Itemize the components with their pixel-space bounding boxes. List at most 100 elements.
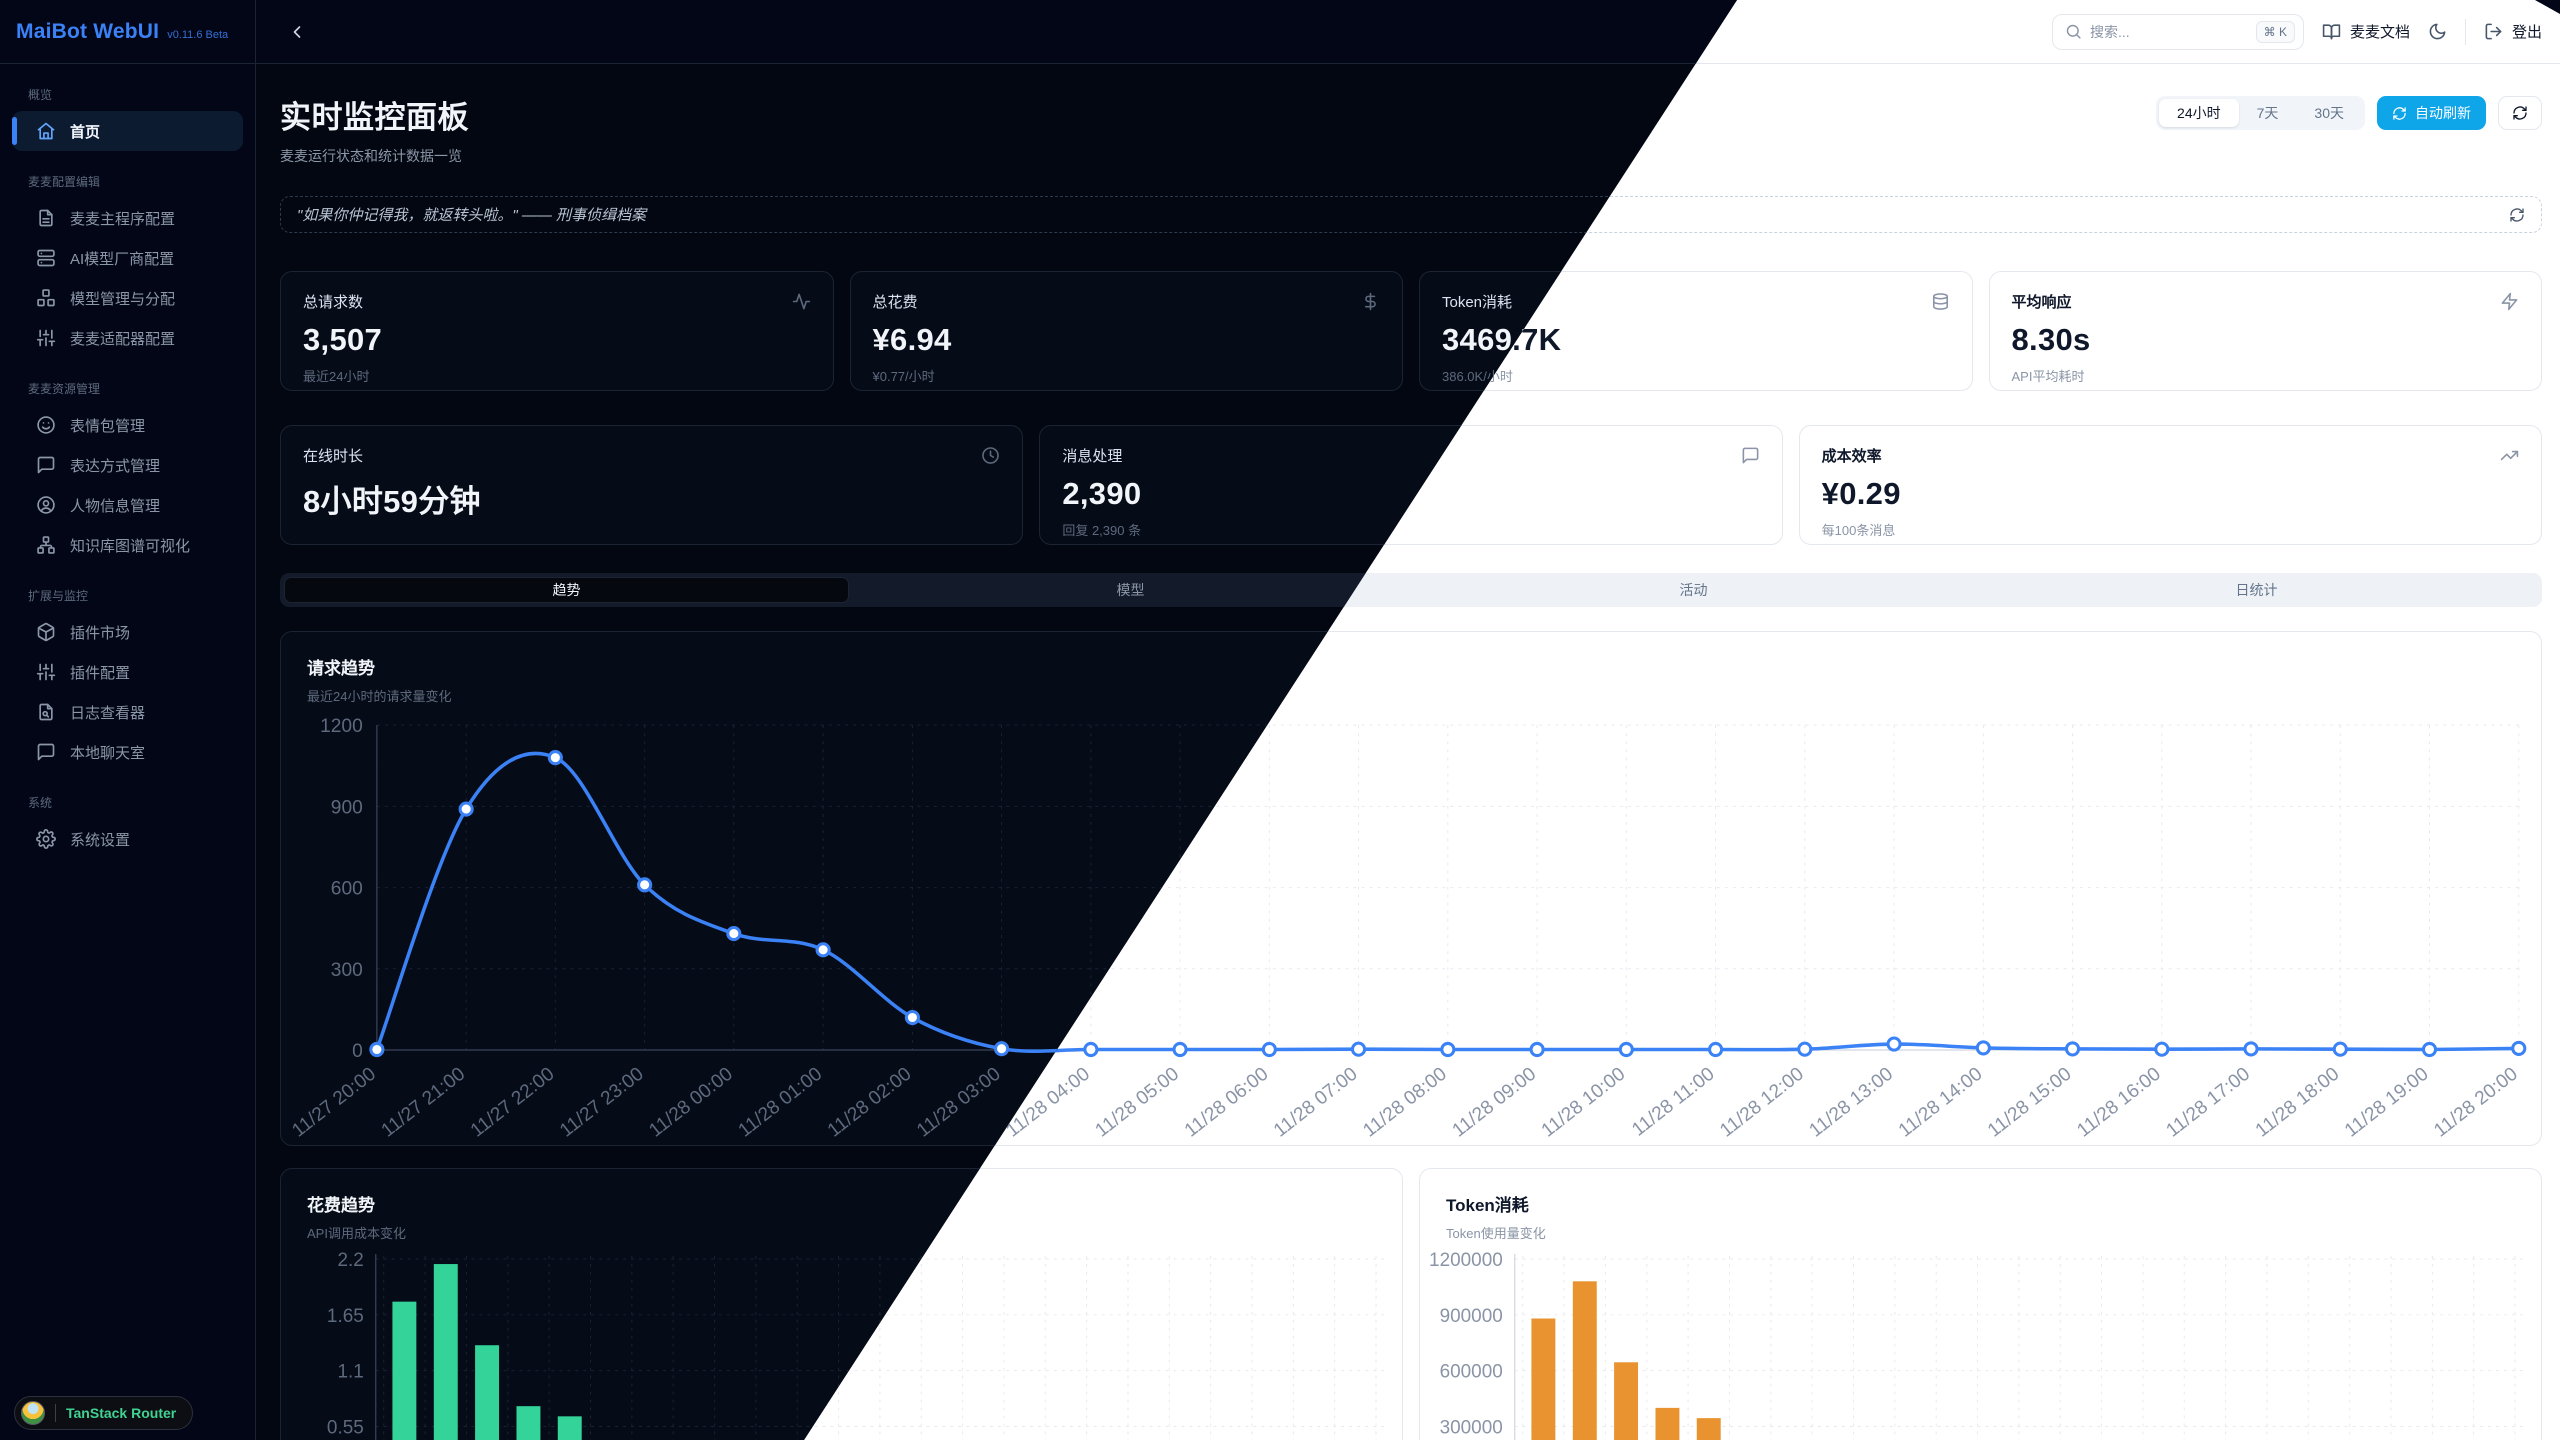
smile-icon xyxy=(36,415,56,435)
sidebar-item-label: 模型管理与分配 xyxy=(70,290,176,308)
app-title: MaiBot WebUI xyxy=(16,19,160,43)
stat-card-caption: 最近24小时 xyxy=(303,369,370,384)
search-box[interactable]: ⌘ K xyxy=(2051,13,2304,50)
stat-card-caption: API平均耗时 xyxy=(2011,369,2085,384)
svg-text:11/28 00:00: 11/28 00:00 xyxy=(645,1064,737,1142)
svg-text:11/28 16:00: 11/28 16:00 xyxy=(2073,1064,2165,1142)
quote-text: "如果你仲记得我，就返转头啦。" —— 刑事侦缉档案 xyxy=(297,207,646,224)
topbar: ⌘ K 麦麦文档 登出 xyxy=(256,0,1737,64)
sidebar-item[interactable]: 知识库图谱可视化 xyxy=(12,525,243,565)
sidebar-item-label: 插件市场 xyxy=(70,624,131,642)
tab-0[interactable]: 趋势 xyxy=(284,577,849,603)
sidebar-item-label: 日志查看器 xyxy=(70,704,146,722)
stat-card-title: 总请求数 xyxy=(303,294,364,311)
sidebar-item-label: AI模型厂商配置 xyxy=(70,250,175,268)
server-icon xyxy=(36,248,56,268)
quote-bar: "如果你仲记得我，就返转头啦。" —— 刑事侦缉档案 xyxy=(280,196,1737,233)
sidebar-item[interactable]: AI模型厂商配置 xyxy=(12,238,243,278)
logout-button[interactable]: 登出 xyxy=(2484,21,2542,42)
stat-card-value: 8.30s xyxy=(2011,322,2091,357)
docs-label: 麦麦文档 xyxy=(2349,24,2410,41)
svg-text:900: 900 xyxy=(331,797,363,818)
sidebar-item[interactable]: 人物信息管理 xyxy=(12,485,243,525)
chevron-left-icon xyxy=(287,22,307,42)
svg-text:11/28 07:00: 11/28 07:00 xyxy=(1270,1064,1362,1142)
zap-icon xyxy=(2500,292,2519,311)
sidebar-item[interactable]: 模型管理与分配 xyxy=(12,278,243,318)
sliders-icon xyxy=(36,328,56,348)
stat-card-title: 成本效率 xyxy=(1821,448,1882,465)
svg-text:600000: 600000 xyxy=(1440,1361,1503,1382)
svg-text:11/28 20:00: 11/28 20:00 xyxy=(2430,1064,2522,1142)
token-usage-card: Token消耗 Token使用量变化 300000 600000 900000 120… xyxy=(1419,1167,2542,1440)
tanstack-router-devtools-badge[interactable]: TanStack Router xyxy=(14,1396,194,1430)
tab-1[interactable]: 模型 xyxy=(849,577,1412,603)
sidebar-item[interactable]: 系统设置 xyxy=(12,819,243,859)
sidebar-item-label: 表情包管理 xyxy=(70,417,146,435)
chart-subtitle: 最近24小时的请求量变化 xyxy=(307,689,452,704)
activity-icon xyxy=(792,292,811,311)
nav-section-label: 系统 xyxy=(28,796,53,810)
stat-card-value: 3,507 xyxy=(303,322,383,357)
sidebar-item-label: 表达方式管理 xyxy=(70,457,161,475)
sidebar-item[interactable]: 首页 xyxy=(12,111,243,151)
sidebar: MaiBot WebUI v0.11.6 Beta 概览首页麦麦配置编辑麦麦主程… xyxy=(0,0,256,1440)
stat-card-value: 2,390 xyxy=(1062,476,1142,511)
svg-text:1200000: 1200000 xyxy=(1429,1250,1503,1271)
search-icon xyxy=(2065,23,2082,40)
svg-text:0.55: 0.55 xyxy=(327,1417,364,1438)
stat-card: 在线时长 8小时59分钟 xyxy=(280,425,1024,545)
svg-text:11/28 09:00: 11/28 09:00 xyxy=(1449,1064,1541,1142)
chart-subtitle: Token使用量变化 xyxy=(1446,1225,1546,1241)
file-search-icon xyxy=(36,702,56,722)
svg-text:2.2: 2.2 xyxy=(337,1250,363,1271)
docs-button[interactable]: 麦麦文档 xyxy=(2322,21,2410,42)
sidebar-item[interactable]: 表情包管理 xyxy=(12,405,243,445)
sidebar-item[interactable]: 日志查看器 xyxy=(12,692,243,732)
sidebar-item-label: 麦麦主程序配置 xyxy=(70,210,176,228)
sidebar-nav: 概览首页麦麦配置编辑麦麦主程序配置 AI模型厂商配置模型管理与分配麦麦适配器配置麦… xyxy=(0,64,255,887)
sidebar-item[interactable]: 表达方式管理 xyxy=(12,445,243,485)
sidebar-item[interactable]: 插件配置 xyxy=(12,652,243,692)
stat-card-value: ¥6.94 xyxy=(872,322,952,357)
token-usage-chart: 300000 600000 900000 1200000 xyxy=(1420,1246,2541,1440)
trending-up-icon xyxy=(2500,446,2519,465)
tanstack-logo-icon xyxy=(21,1401,45,1425)
svg-text:11/28 03:00: 11/28 03:00 xyxy=(913,1064,1005,1142)
logout-label: 登出 xyxy=(2511,24,2542,41)
stat-card: 总请求数 3,507 最近24小时 xyxy=(280,271,834,391)
sidebar-item[interactable]: 插件市场 xyxy=(12,612,243,652)
svg-text:11/28 14:00: 11/28 14:00 xyxy=(1895,1064,1987,1142)
sidebar-collapse-button[interactable] xyxy=(280,15,314,49)
time-range-option[interactable]: 7天 xyxy=(2239,99,2297,127)
sidebar-item-label: 本地聊天室 xyxy=(70,744,146,762)
dollar-icon xyxy=(1361,292,1380,311)
sidebar-item[interactable]: 麦麦适配器配置 xyxy=(12,318,243,358)
svg-text:1200: 1200 xyxy=(320,716,363,737)
user-circle-icon xyxy=(36,495,56,515)
database-icon xyxy=(1931,292,1950,311)
stat-card-caption: 回复 2,390 条 xyxy=(1062,523,1142,538)
sidebar-item[interactable]: 本地聊天室 xyxy=(12,732,243,772)
sidebar-item[interactable]: 麦麦主程序配置 xyxy=(12,198,243,238)
tab-3[interactable]: 日统计 xyxy=(1975,577,2538,603)
quote-refresh-icon[interactable] xyxy=(2509,207,2525,223)
time-range-option[interactable]: 30天 xyxy=(2296,99,2362,127)
auto-refresh-button[interactable]: 自动刷新 xyxy=(2377,96,2486,130)
search-input[interactable] xyxy=(2089,23,2248,40)
stat-card-title: 在线时长 xyxy=(303,448,364,465)
theme-toggle-button[interactable] xyxy=(2428,22,2447,41)
nav-section-label: 扩展与监控 xyxy=(28,589,89,603)
chart-title: 请求趋势 xyxy=(307,659,375,678)
message-square-icon xyxy=(1741,446,1760,465)
app-logo: MaiBot WebUI v0.11.6 Beta xyxy=(0,0,255,64)
nav-section-label: 麦麦资源管理 xyxy=(28,382,101,396)
stat-card-caption: 386.0K/小时 xyxy=(1442,366,1950,385)
manual-refresh-button[interactable] xyxy=(2498,96,2542,130)
sliders-icon xyxy=(36,662,56,682)
svg-text:11/28 10:00: 11/28 10:00 xyxy=(1538,1064,1630,1142)
time-range-option[interactable]: 24小时 xyxy=(2159,99,2239,127)
badge-divider xyxy=(55,1404,56,1422)
tab-2[interactable]: 活动 xyxy=(1412,577,1975,603)
